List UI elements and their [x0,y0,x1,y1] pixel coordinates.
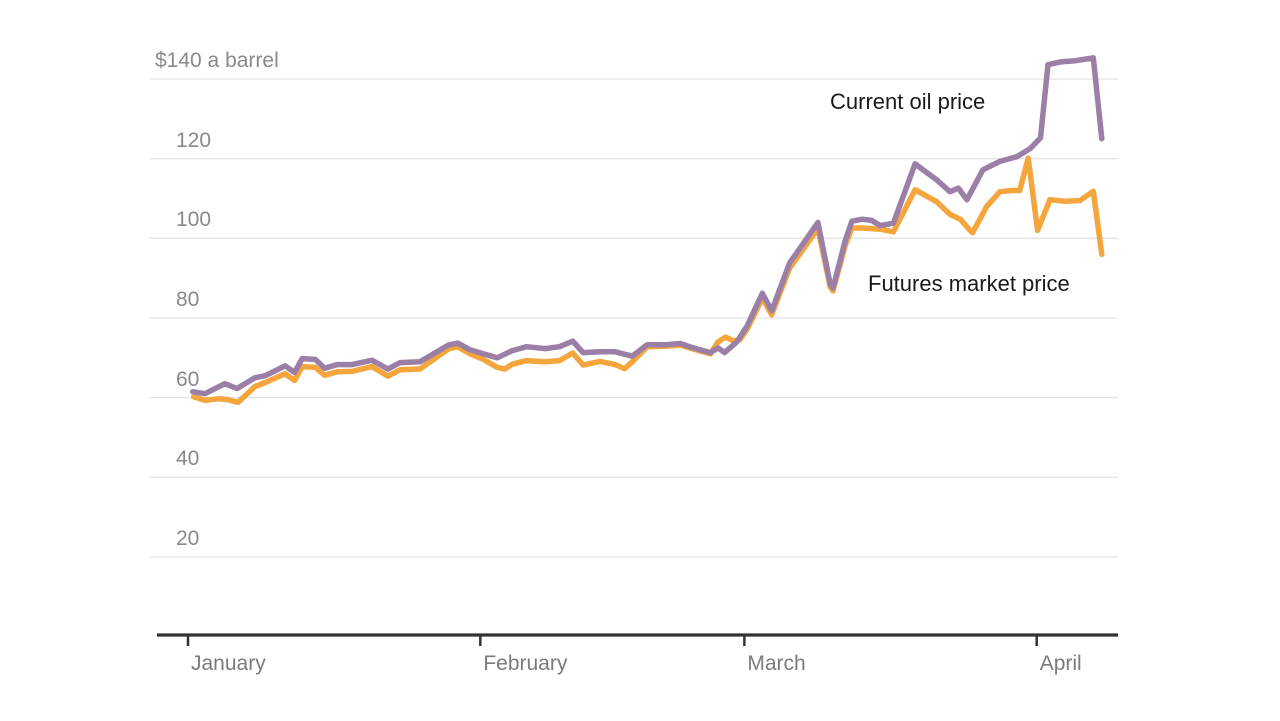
y-axis-label: 40 [176,447,200,471]
y-axis-label: 100 [176,208,212,232]
gridlines [150,78,1118,558]
series-label-current: Current oil price [830,89,986,114]
y-axis-label: 80 [176,287,200,311]
y-axis-label: 120 [176,128,212,152]
x-axis-label: March [747,652,806,675]
x-axis [157,633,1118,646]
current-price-line [189,55,1105,397]
y-axis-label: $140 a barrel [155,49,279,72]
y-axis-label: 60 [176,367,200,391]
x-axis-label: February [483,652,568,675]
x-axis-label: April [1039,652,1082,675]
series-label-futures: Futures market price [868,271,1070,296]
x-axis-label: January [191,652,266,675]
y-axis-label: 20 [176,526,200,550]
series-lines [189,55,1105,406]
